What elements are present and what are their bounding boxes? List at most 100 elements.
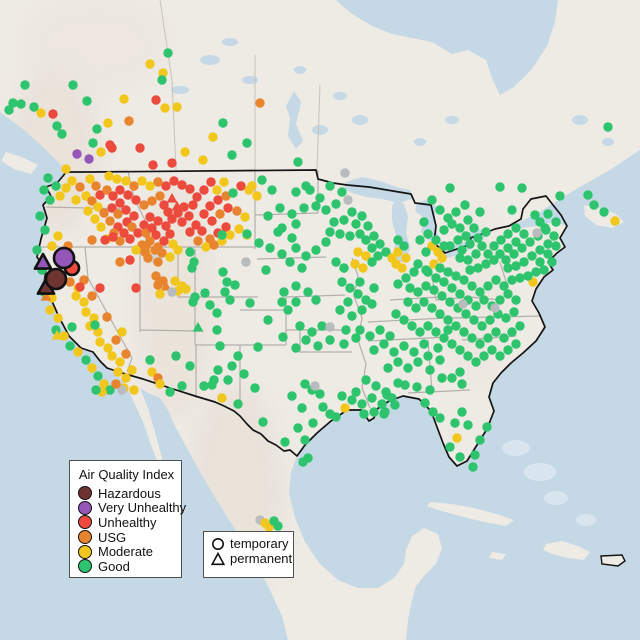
station-marker-temporary[interactable] bbox=[355, 325, 365, 335]
station-marker-temporary[interactable] bbox=[169, 176, 179, 186]
station-marker-temporary[interactable] bbox=[509, 249, 519, 259]
station-marker-temporary[interactable] bbox=[153, 257, 163, 267]
station-marker-temporary[interactable] bbox=[445, 183, 455, 193]
station-marker-temporary[interactable] bbox=[85, 174, 95, 184]
station-marker-temporary[interactable] bbox=[103, 343, 113, 353]
station-marker-temporary[interactable] bbox=[457, 379, 467, 389]
station-marker-temporary[interactable] bbox=[481, 259, 491, 269]
station-marker-temporary[interactable] bbox=[447, 339, 457, 349]
station-marker-temporary[interactable] bbox=[221, 222, 231, 232]
station-marker-temporary[interactable] bbox=[43, 173, 53, 183]
station-marker-temporary[interactable] bbox=[131, 245, 141, 255]
station-marker-temporary[interactable] bbox=[315, 193, 325, 203]
station-marker-temporary[interactable] bbox=[263, 315, 273, 325]
station-marker-temporary[interactable] bbox=[460, 200, 470, 210]
station-marker-temporary[interactable] bbox=[217, 393, 227, 403]
station-marker-temporary[interactable] bbox=[32, 245, 42, 255]
station-marker-temporary[interactable] bbox=[339, 263, 349, 273]
station-marker-temporary[interactable] bbox=[419, 297, 429, 307]
station-marker-temporary[interactable] bbox=[199, 185, 209, 195]
station-marker-temporary[interactable] bbox=[219, 177, 229, 187]
station-marker-temporary[interactable] bbox=[90, 214, 100, 224]
station-marker-temporary[interactable] bbox=[163, 207, 173, 217]
station-marker-temporary[interactable] bbox=[437, 253, 447, 263]
station-marker-temporary[interactable] bbox=[335, 229, 345, 239]
station-marker-temporary[interactable] bbox=[311, 201, 321, 211]
station-marker-temporary[interactable] bbox=[427, 303, 437, 313]
station-marker-temporary[interactable] bbox=[495, 182, 505, 192]
station-marker-temporary[interactable] bbox=[355, 277, 365, 287]
station-marker-temporary[interactable] bbox=[511, 223, 521, 233]
station-marker-temporary[interactable] bbox=[447, 373, 457, 383]
station-marker-temporary[interactable] bbox=[495, 249, 505, 259]
station-marker-temporary[interactable] bbox=[199, 381, 209, 391]
station-marker-temporary[interactable] bbox=[361, 375, 371, 385]
station-marker-temporary[interactable] bbox=[95, 337, 105, 347]
station-marker-temporary[interactable] bbox=[413, 259, 423, 269]
station-marker-temporary[interactable] bbox=[433, 343, 443, 353]
station-marker-temporary[interactable] bbox=[393, 235, 403, 245]
station-marker-temporary[interactable] bbox=[215, 209, 225, 219]
station-marker-temporary[interactable] bbox=[397, 263, 407, 273]
station-marker-temporary[interactable] bbox=[503, 263, 513, 273]
station-marker-temporary[interactable] bbox=[503, 345, 513, 355]
station-marker-temporary[interactable] bbox=[151, 95, 161, 105]
station-marker-temporary[interactable] bbox=[212, 308, 222, 318]
station-marker-temporary[interactable] bbox=[53, 231, 63, 241]
station-marker-temporary[interactable] bbox=[353, 289, 363, 299]
station-marker-temporary[interactable] bbox=[102, 312, 112, 322]
station-marker-temporary[interactable] bbox=[455, 289, 465, 299]
station-marker-temporary[interactable] bbox=[252, 191, 262, 201]
station-marker-temporary[interactable] bbox=[357, 399, 367, 409]
station-marker-temporary[interactable] bbox=[555, 191, 565, 201]
station-marker-temporary[interactable] bbox=[347, 311, 357, 321]
station-marker-temporary[interactable] bbox=[503, 229, 513, 239]
station-marker-temporary[interactable] bbox=[65, 277, 75, 287]
station-marker-temporary[interactable] bbox=[325, 335, 335, 345]
station-marker-temporary[interactable] bbox=[155, 379, 165, 389]
station-marker-temporary[interactable] bbox=[139, 200, 149, 210]
station-marker-temporary[interactable] bbox=[351, 333, 361, 343]
station-marker-temporary[interactable] bbox=[471, 301, 481, 311]
station-marker-temporary[interactable] bbox=[303, 287, 313, 297]
station-marker-temporary[interactable] bbox=[112, 174, 122, 184]
station-marker-temporary[interactable] bbox=[331, 199, 341, 209]
station-marker-temporary[interactable] bbox=[549, 231, 559, 241]
station-marker-temporary[interactable] bbox=[65, 341, 75, 351]
station-marker-temporary[interactable] bbox=[311, 245, 321, 255]
station-marker-temporary[interactable] bbox=[158, 68, 168, 78]
station-marker-temporary[interactable] bbox=[427, 195, 437, 205]
event-marker[interactable] bbox=[52, 246, 76, 270]
station-marker-permanent[interactable] bbox=[51, 330, 63, 340]
station-marker-temporary[interactable] bbox=[431, 235, 441, 245]
station-marker-temporary[interactable] bbox=[239, 369, 249, 379]
station-marker-temporary[interactable] bbox=[301, 335, 311, 345]
station-marker-temporary[interactable] bbox=[191, 220, 201, 230]
station-marker-temporary[interactable] bbox=[367, 257, 377, 267]
station-marker-temporary[interactable] bbox=[431, 327, 441, 337]
station-marker-temporary[interactable] bbox=[503, 289, 513, 299]
station-marker-temporary[interactable] bbox=[543, 239, 553, 249]
station-marker-temporary[interactable] bbox=[532, 228, 542, 238]
station-marker-temporary[interactable] bbox=[321, 205, 331, 215]
station-marker-temporary[interactable] bbox=[165, 387, 175, 397]
station-marker-temporary[interactable] bbox=[75, 282, 85, 292]
station-marker-temporary[interactable] bbox=[82, 96, 92, 106]
station-marker-temporary[interactable] bbox=[447, 283, 457, 293]
station-marker-temporary[interactable] bbox=[299, 203, 309, 213]
station-marker-temporary[interactable] bbox=[415, 235, 425, 245]
station-marker-temporary[interactable] bbox=[155, 191, 165, 201]
station-marker-temporary[interactable] bbox=[297, 403, 307, 413]
station-marker-temporary[interactable] bbox=[277, 223, 287, 233]
station-marker-temporary[interactable] bbox=[365, 331, 375, 341]
station-marker-temporary[interactable] bbox=[383, 363, 393, 373]
station-marker-temporary[interactable] bbox=[283, 305, 293, 315]
station-marker-temporary[interactable] bbox=[499, 281, 509, 291]
station-marker-temporary[interactable] bbox=[181, 284, 191, 294]
station-marker-temporary[interactable] bbox=[317, 321, 327, 331]
station-marker-temporary[interactable] bbox=[151, 230, 161, 240]
station-marker-temporary[interactable] bbox=[47, 241, 57, 251]
station-marker-temporary[interactable] bbox=[535, 257, 545, 267]
station-marker-temporary[interactable] bbox=[147, 223, 157, 233]
station-marker-temporary[interactable] bbox=[16, 99, 26, 109]
